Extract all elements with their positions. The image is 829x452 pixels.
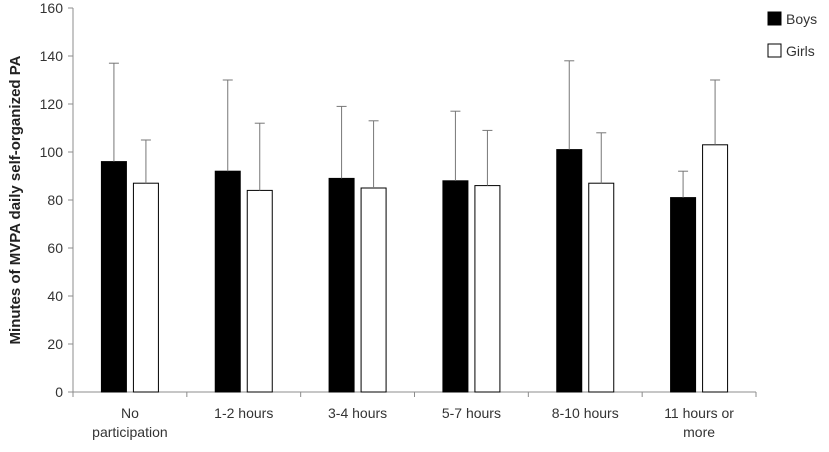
legend-swatch-girls xyxy=(767,43,782,58)
legend-swatch-boys xyxy=(767,11,782,26)
bar-girls-5 xyxy=(702,144,729,393)
bar-girls-3 xyxy=(474,185,501,393)
category-label: 5-7 hours xyxy=(442,405,501,421)
legend-label-boys: Boys xyxy=(786,11,817,27)
category-labels: No participation 1-2 hours 3-4 hours 5-7 hou… xyxy=(92,405,734,440)
bar-girls-2 xyxy=(360,187,387,393)
category-label: No xyxy=(121,405,139,421)
category-label: 11 hours or xyxy=(664,405,734,421)
bar-girls-0 xyxy=(132,182,159,393)
y-axis-label: Minutes of MVPA daily self-organized PA xyxy=(7,55,24,344)
legend: Boys Girls xyxy=(767,11,817,59)
bar-boys-4 xyxy=(556,149,583,393)
y-tick-label: 60 xyxy=(47,240,63,256)
category-label: 1-2 hours xyxy=(214,405,273,421)
bar-boys-2 xyxy=(328,177,355,393)
bar-boys-5 xyxy=(670,197,697,393)
category-label: 8-10 hours xyxy=(552,405,619,421)
bar-boys-0 xyxy=(100,161,127,393)
y-tick-label: 160 xyxy=(40,0,64,16)
bar-boys-3 xyxy=(442,180,469,393)
category-label: participation xyxy=(92,424,168,440)
y-tick-label: 40 xyxy=(47,288,63,304)
bar-girls-4 xyxy=(588,182,615,393)
y-tick-label: 80 xyxy=(47,192,63,208)
y-tick-label: 0 xyxy=(55,384,63,400)
y-tick-label: 100 xyxy=(40,144,64,160)
x-axis xyxy=(72,391,757,397)
y-axis: 0 20 40 60 80 100 120 140 160 xyxy=(40,0,74,400)
y-tick-label: 140 xyxy=(40,48,64,64)
bar-series xyxy=(100,144,729,393)
category-label: more xyxy=(683,424,715,440)
bar-girls-1 xyxy=(246,189,273,393)
y-tick-label: 20 xyxy=(47,336,63,352)
category-label: 3-4 hours xyxy=(328,405,387,421)
error-bars xyxy=(108,60,721,198)
legend-label-girls: Girls xyxy=(786,43,815,59)
bar-boys-1 xyxy=(214,170,241,393)
y-tick-label: 120 xyxy=(40,96,64,112)
